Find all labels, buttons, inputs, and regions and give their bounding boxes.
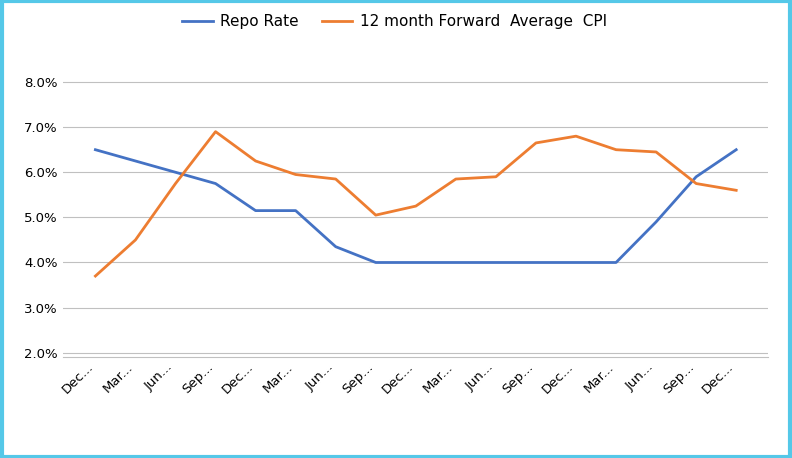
Repo Rate (411, 260, 421, 265)
Repo Rate (131, 158, 140, 164)
Repo Rate (491, 260, 501, 265)
12 month Forward  Average  CPI (331, 176, 341, 182)
12 month Forward  Average  CPI (411, 203, 421, 209)
12 month Forward  Average  CPI (171, 181, 181, 186)
12 month Forward  Average  CPI (371, 213, 380, 218)
12 month Forward  Average  CPI (251, 158, 261, 164)
12 month Forward  Average  CPI (611, 147, 621, 153)
Repo Rate (732, 147, 741, 153)
12 month Forward  Average  CPI (291, 172, 300, 177)
12 month Forward  Average  CPI (571, 133, 581, 139)
Repo Rate (531, 260, 541, 265)
12 month Forward  Average  CPI (651, 149, 661, 155)
Line: 12 month Forward  Average  CPI: 12 month Forward Average CPI (95, 131, 737, 276)
Repo Rate (611, 260, 621, 265)
12 month Forward  Average  CPI (732, 188, 741, 193)
12 month Forward  Average  CPI (491, 174, 501, 180)
Repo Rate (211, 181, 220, 186)
Repo Rate (571, 260, 581, 265)
Line: Repo Rate: Repo Rate (95, 150, 737, 262)
12 month Forward  Average  CPI (131, 237, 140, 243)
Repo Rate (291, 208, 300, 213)
12 month Forward  Average  CPI (531, 140, 541, 146)
12 month Forward  Average  CPI (90, 273, 100, 279)
Repo Rate (691, 174, 701, 180)
Repo Rate (651, 219, 661, 224)
Repo Rate (331, 244, 341, 250)
Repo Rate (90, 147, 100, 153)
12 month Forward  Average  CPI (211, 129, 220, 134)
12 month Forward  Average  CPI (691, 181, 701, 186)
Repo Rate (451, 260, 461, 265)
Repo Rate (371, 260, 380, 265)
Repo Rate (171, 169, 181, 175)
Legend: Repo Rate, 12 month Forward  Average  CPI: Repo Rate, 12 month Forward Average CPI (176, 8, 613, 35)
12 month Forward  Average  CPI (451, 176, 461, 182)
Repo Rate (251, 208, 261, 213)
